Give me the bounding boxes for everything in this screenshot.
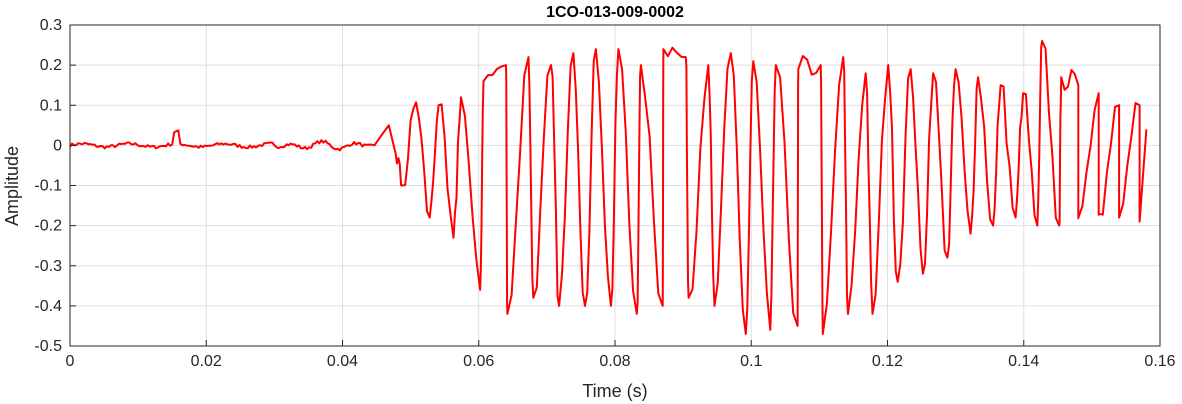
x-axis-label: Time (s) [582, 381, 647, 401]
y-tick-label: -0.3 [34, 258, 62, 275]
x-tick-label: 0.1 [740, 353, 762, 370]
y-tick-label: -0.2 [34, 218, 62, 235]
y-axis: 0.3 0.2 0.1 0 -0.1 -0.2 -0.3 -0.4 -0.5 [34, 17, 76, 355]
x-tick-label: 0.08 [599, 353, 630, 370]
y-axis-label: Amplitude [2, 146, 22, 226]
x-tick-label: 0.02 [191, 353, 222, 370]
x-tick-label: 0 [66, 353, 75, 370]
chart-title: 1CO-013-009-0002 [546, 4, 684, 21]
y-tick-label: -0.1 [34, 178, 62, 195]
y-tick-label: 0 [53, 137, 62, 154]
y-tick-label: 0.2 [40, 57, 62, 74]
y-tick-label: -0.5 [34, 338, 62, 355]
x-tick-label: 0.06 [463, 353, 494, 370]
y-tick-label: -0.4 [34, 298, 62, 315]
x-tick-label: 0.04 [327, 353, 358, 370]
y-tick-label: 0.1 [40, 97, 62, 114]
waveform-group [69, 40, 1148, 335]
waveform-line [69, 40, 1148, 335]
x-tick-label: 0.14 [1008, 353, 1039, 370]
x-tick-label: 0.16 [1144, 353, 1175, 370]
plot-area [69, 24, 1161, 347]
y-tick-label: 0.3 [40, 17, 62, 34]
x-tick-label: 0.12 [872, 353, 903, 370]
x-axis: 0 0.02 0.04 0.06 0.08 0.1 0.12 0.14 0.16 [66, 340, 1176, 370]
